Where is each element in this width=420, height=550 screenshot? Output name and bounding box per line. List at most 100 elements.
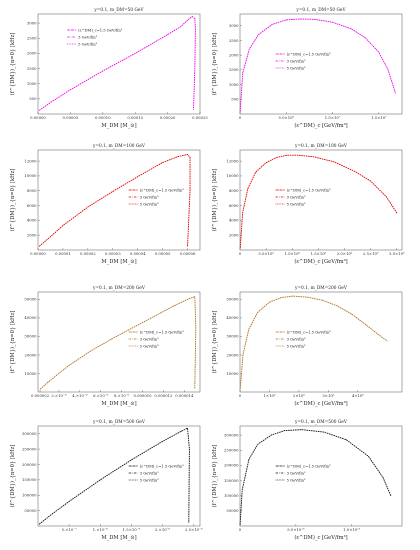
x-tick-label: 0.00000 bbox=[30, 251, 46, 256]
plot-frame bbox=[239, 13, 403, 115]
data-point bbox=[69, 364, 70, 366]
x-tick-label: 0.00015 bbox=[127, 115, 143, 120]
legend-entry: 3 GeV/fm³ bbox=[287, 337, 306, 341]
x-tick-label: 2.×10⁻⁶ bbox=[51, 393, 67, 398]
y-tick-label: 50000 bbox=[226, 297, 239, 302]
data-point bbox=[242, 212, 243, 214]
data-point bbox=[387, 69, 389, 71]
y-tick-label: 30000 bbox=[24, 334, 37, 339]
series-curve bbox=[239, 18, 396, 112]
y-tick-label: 250000 bbox=[22, 446, 37, 451]
legend-entry: 5 GeV/fm³ bbox=[140, 344, 159, 348]
x-axis-label: (ε^DM)_c [GeV/fm³] bbox=[294, 534, 347, 541]
x-tick-label: 0.00004 bbox=[130, 251, 146, 256]
data-point bbox=[193, 109, 194, 110]
data-point bbox=[89, 350, 91, 352]
data-point bbox=[396, 212, 398, 214]
legend-entry: 3 GeV/fm³ bbox=[287, 471, 306, 475]
data-point bbox=[167, 34, 168, 35]
data-point bbox=[62, 225, 64, 226]
data-point bbox=[265, 162, 267, 163]
data-point bbox=[276, 157, 277, 158]
chart-title: y=0.1, m_DM=100 GeV bbox=[294, 144, 348, 149]
y-tick-label: 3000 bbox=[27, 20, 37, 25]
legend-entry: 3 GeV/fm³ bbox=[140, 471, 159, 475]
chart-title: y=0.1, m_DM=50 GeV bbox=[295, 8, 346, 13]
x-tick-label: 3×10⁶ bbox=[322, 393, 334, 398]
data-point bbox=[312, 156, 314, 158]
plot-frame bbox=[239, 425, 403, 527]
x-tick-label: 0.00003 bbox=[105, 251, 121, 256]
legend-entry: (ε^DM)_c=1.5 GeV/fm³ bbox=[140, 330, 185, 334]
plot-frame bbox=[239, 291, 403, 393]
panel-7: y=0.1, m_DM=500 GeV 5.×10⁻⁷ 1.×10⁻⁶ 1.5×10⁻… bbox=[9, 420, 203, 541]
y-tick-label: 50000 bbox=[24, 508, 37, 513]
x-tick-label: 1.×10⁻⁶ bbox=[93, 527, 109, 532]
y-tick-label: 1000 bbox=[229, 82, 239, 87]
series-curve bbox=[239, 429, 392, 525]
y-tick-label: 6000 bbox=[229, 203, 239, 208]
data-point bbox=[194, 68, 196, 69]
data-point bbox=[313, 18, 315, 20]
legend-entry: (ε^DM)_c=1.5 GeV/fm³ bbox=[287, 52, 332, 56]
x-tick-label: 0.000012 bbox=[154, 393, 173, 398]
x-tick-label: 1.5×10⁻⁶ bbox=[123, 527, 141, 532]
data-point bbox=[350, 28, 352, 30]
y-tick-label: 500 bbox=[29, 96, 37, 101]
data-point bbox=[131, 327, 133, 329]
data-point bbox=[68, 501, 70, 502]
data-point bbox=[191, 16, 193, 17]
data-point bbox=[257, 443, 259, 445]
data-point bbox=[187, 427, 188, 429]
data-point bbox=[162, 162, 163, 163]
plot-frame bbox=[239, 149, 403, 251]
x-tick-label: 1×10⁶ bbox=[263, 393, 275, 398]
data-point bbox=[242, 354, 244, 356]
y-tick-label: 150000 bbox=[22, 477, 37, 482]
data-point bbox=[38, 523, 40, 525]
x-axis-label: M_DM [M_⊙] bbox=[101, 123, 136, 129]
y-tick-label: 2500 bbox=[27, 36, 37, 41]
x-tick-label: 2.×10⁻⁶ bbox=[155, 527, 171, 532]
y-tick-label: 30000 bbox=[226, 334, 239, 339]
y-axis-label: (f^{DM})_{n=0} [kHz] bbox=[9, 311, 16, 374]
series-curve bbox=[239, 295, 388, 389]
data-point bbox=[194, 18, 196, 19]
data-point bbox=[351, 313, 353, 315]
x-tick-label: 4×10⁶ bbox=[352, 393, 364, 398]
data-point bbox=[187, 154, 188, 155]
x-axis-label: M_DM [M_⊙] bbox=[101, 535, 136, 541]
data-point bbox=[322, 299, 323, 301]
series-curve bbox=[239, 154, 398, 248]
data-point bbox=[239, 111, 241, 112]
x-axis-label: (ε^DM)_c [GeV/fm³] bbox=[294, 122, 347, 129]
panel-6: y=0.1, m_DM=200 GeV 0 1×10⁶ 2×10⁶ 3×10⁶ 4×10⁶… bbox=[211, 286, 403, 407]
y-tick-label: 12000 bbox=[226, 158, 239, 163]
legend-entry: 5 GeV/fm³ bbox=[287, 344, 306, 348]
data-point bbox=[189, 298, 190, 299]
y-tick-label: 8000 bbox=[27, 188, 37, 193]
data-point bbox=[248, 48, 250, 50]
data-point bbox=[50, 236, 51, 238]
data-point bbox=[38, 245, 40, 247]
data-point bbox=[134, 53, 136, 54]
x-tick-label: 0.000010 bbox=[133, 393, 152, 398]
data-point bbox=[99, 479, 101, 481]
y-axis-label: (f^{DM})_{n=0} [kHz] bbox=[9, 445, 16, 508]
plot-frame bbox=[37, 149, 201, 251]
data-point bbox=[286, 154, 288, 156]
x-tick-label: 0 bbox=[239, 393, 242, 398]
y-axis-label: (f^{DM})_{n=0} [kHz] bbox=[9, 169, 16, 232]
y-tick-label: 500 bbox=[231, 97, 239, 102]
y-tick-label: 1000 bbox=[27, 81, 37, 86]
legend-entry: (ε^DM)_c=1.5 GeV/fm³ bbox=[287, 464, 332, 468]
y-tick-label: 20000 bbox=[24, 352, 37, 357]
x-tick-label: 0.00006 bbox=[180, 251, 196, 256]
data-point bbox=[110, 338, 112, 340]
x-tick-label: 0 bbox=[239, 527, 242, 532]
x-tick-label: 1.5×10⁷ bbox=[371, 115, 387, 120]
y-tick-label: 40000 bbox=[226, 315, 239, 320]
series-curve bbox=[38, 427, 190, 525]
x-tick-label: 0.000002 bbox=[31, 393, 50, 398]
x-tick-label: 2×10⁶ bbox=[293, 393, 305, 398]
